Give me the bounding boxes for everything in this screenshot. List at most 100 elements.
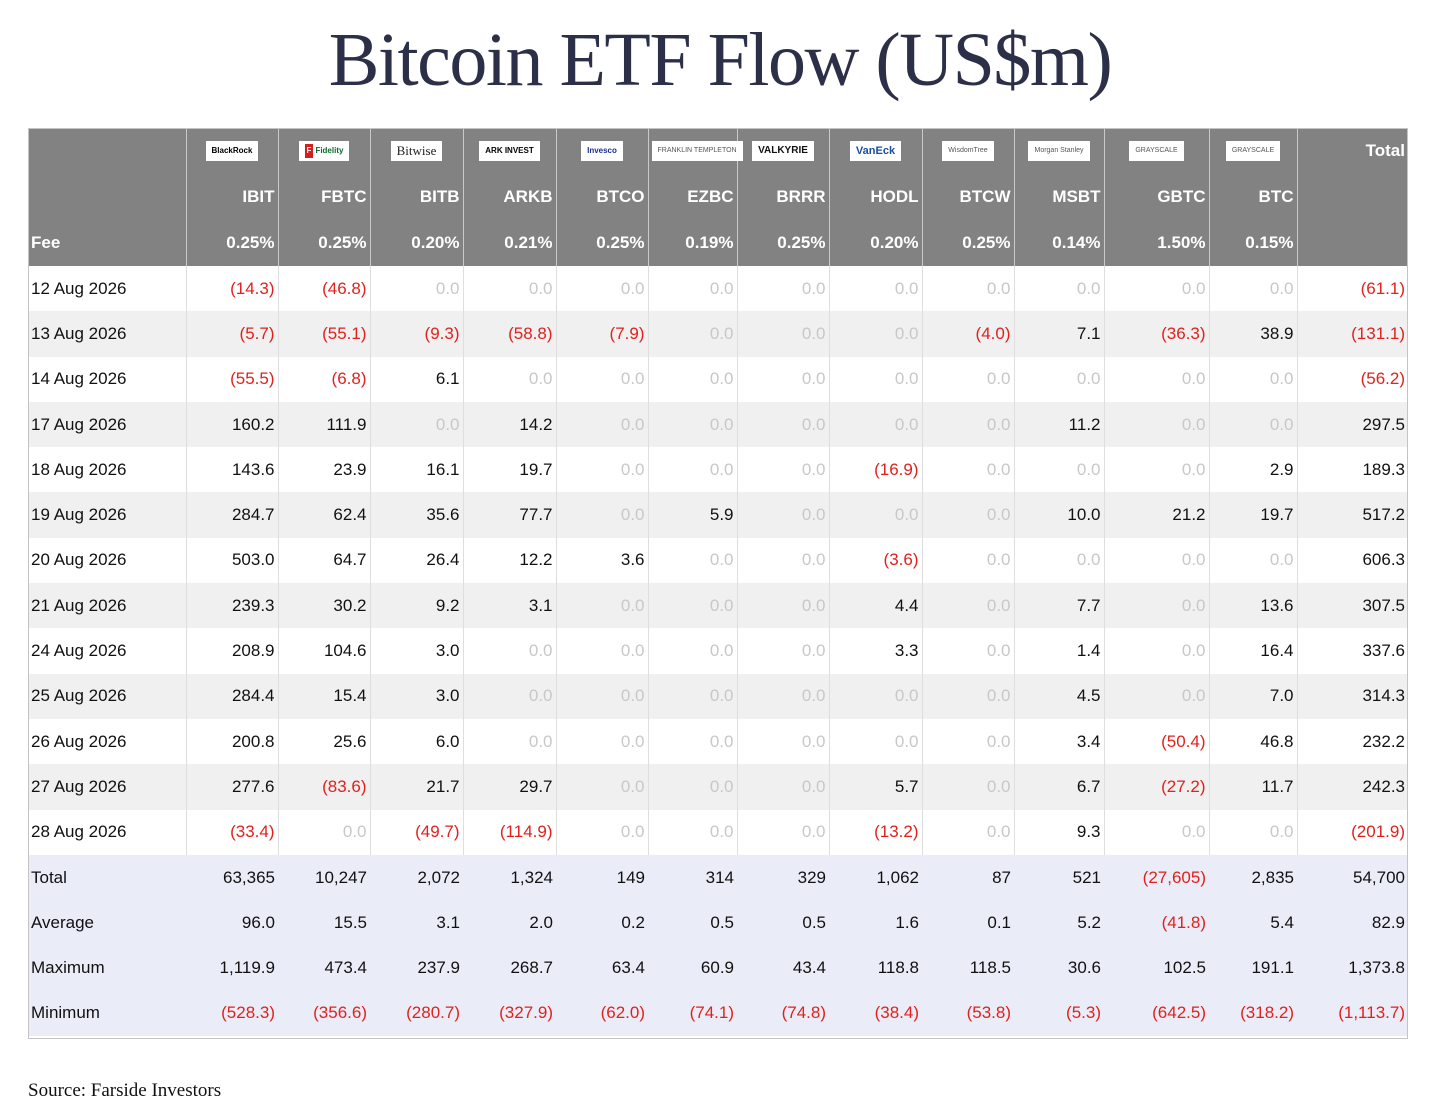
flow-cell: 19.7 (1209, 492, 1298, 538)
morgan-stanley-logo: Morgan Stanley (1028, 141, 1090, 162)
flow-cell: 13.6 (1209, 583, 1298, 629)
flow-cell: (38.4) (829, 990, 922, 1037)
fee-value: 0.15% (1209, 220, 1298, 266)
flow-cell: (55.5) (186, 356, 279, 402)
flow-cell: (33.4) (186, 809, 279, 855)
flow-cell: 0.0 (648, 311, 738, 357)
flow-cell: 12.2 (463, 537, 557, 584)
flow-cell: (327.9) (463, 990, 556, 1037)
flow-cell: 0.0 (1209, 266, 1298, 312)
blackrock-logo-cell: BlackRock (186, 128, 279, 174)
flow-cell: 268.7 (463, 945, 556, 991)
flow-cell: 11.7 (1209, 764, 1298, 810)
flow-cell: 46.8 (1209, 718, 1298, 765)
flow-cell: (5.3) (1014, 990, 1104, 1037)
table-body: 12 Aug 2026 (14.3) (46.8) 0.0 0.0 0.0 0.0 0.0 0.… (28, 266, 1408, 1037)
flow-cell: 29.7 (463, 764, 557, 810)
date-cell: 13 Aug 2026 (28, 311, 187, 357)
date-cell: 14 Aug 2026 (28, 356, 187, 402)
date-cell: 28 Aug 2026 (28, 809, 187, 855)
table-row: 26 Aug 2026 200.8 25.6 6.0 0.0 0.0 0.0 0.0 0.0 0.… (28, 718, 1408, 765)
fee-value: 0.25% (922, 220, 1015, 266)
fee-value: 1.50% (1104, 220, 1210, 266)
flow-cell: 0.1 (922, 900, 1014, 946)
ticker-header: ARKB (463, 174, 557, 220)
flow-cell: 0.0 (648, 628, 738, 674)
ticker-header: MSBT (1014, 174, 1105, 220)
flow-cell: 0.0 (556, 266, 649, 312)
flow-cell: 0.0 (737, 628, 830, 674)
flow-cell: 0.0 (829, 266, 923, 312)
flow-cell: 0.0 (1104, 447, 1210, 493)
grayscale-logo: GRAYSCALE (1225, 141, 1281, 162)
flow-cell: 0.0 (463, 266, 557, 312)
flow-cell: 0.0 (556, 356, 649, 402)
flow-cell: 473.4 (278, 945, 370, 991)
flow-cell: 16.1 (370, 447, 464, 493)
source-note: Source: Farside Investors (28, 1080, 222, 1101)
flow-cell: (280.7) (370, 990, 463, 1037)
flow-cell: 2.9 (1209, 447, 1298, 493)
total-cell: (1,113.7) (1297, 990, 1408, 1037)
flow-cell: 0.0 (1014, 537, 1105, 584)
date-cell: 24 Aug 2026 (28, 628, 187, 674)
fee-value: 0.25% (186, 220, 279, 266)
total-cell: 242.3 (1297, 764, 1408, 810)
flow-cell: 503.0 (186, 537, 279, 584)
flow-cell: 3.0 (370, 628, 464, 674)
flow-cell: 9.2 (370, 583, 464, 629)
flow-cell: 0.0 (829, 356, 923, 402)
flow-cell: 0.0 (829, 492, 923, 538)
flow-cell: (13.2) (829, 809, 923, 855)
flow-cell: 0.0 (1104, 401, 1210, 448)
grayscale-logo: GRAYSCALE (1129, 141, 1184, 162)
flow-cell: 11.2 (1014, 401, 1105, 448)
total-cell: 82.9 (1297, 900, 1408, 946)
flow-cell: 0.0 (737, 401, 830, 448)
flow-cell: 0.0 (922, 628, 1015, 674)
ticker-header: BTCW (922, 174, 1015, 220)
flow-cell: (114.9) (463, 809, 557, 855)
flow-cell: 237.9 (370, 945, 463, 991)
fee-value: 0.21% (463, 220, 557, 266)
flow-cell: 0.0 (737, 447, 830, 493)
flow-cell: 160.2 (186, 401, 279, 448)
flow-cell: 0.0 (556, 401, 649, 448)
flow-cell: (50.4) (1104, 718, 1210, 765)
flow-cell: 284.4 (186, 673, 279, 719)
flow-cell: 62.4 (278, 492, 371, 538)
wisdomtree-logo: WisdomTree (942, 141, 994, 162)
total-cell: 337.6 (1297, 628, 1408, 674)
fee-label: Fee (28, 220, 187, 266)
ticker-header: EZBC (648, 174, 738, 220)
flow-cell: 10,247 (278, 854, 370, 901)
flow-cell: 0.0 (1104, 628, 1210, 674)
table-row: 20 Aug 2026 503.0 64.7 26.4 12.2 3.6 0.0 0.0 (3.… (28, 537, 1408, 584)
flow-cell: 0.0 (648, 447, 738, 493)
vaneck-logo-cell: VanEck (829, 128, 923, 174)
flow-cell: 1,119.9 (186, 945, 278, 991)
summary-row: Maximum 1,119.9 473.4 237.9 268.7 63.4 60.9 43.… (28, 945, 1408, 991)
flow-cell: 26.4 (370, 537, 464, 584)
ark-invest-logo: ARK INVEST (479, 141, 540, 162)
etf-flow-table: BlackRock F Fidelity Bitwise ARK INVEST I… (28, 128, 1408, 1037)
total-cell: 307.5 (1297, 583, 1408, 629)
flow-cell: 35.6 (370, 492, 464, 538)
fee-value: 0.19% (648, 220, 738, 266)
total-cell: 314.3 (1297, 673, 1408, 719)
flow-cell: 0.0 (1209, 809, 1298, 855)
valkyrie-logo: VALKYRIE (752, 141, 814, 162)
table-row: 24 Aug 2026 208.9 104.6 3.0 0.0 0.0 0.0 0.0 3.3 0… (28, 628, 1408, 674)
flow-cell: (27,605) (1104, 854, 1209, 901)
table-row: 28 Aug 2026 (33.4) 0.0 (49.7) (114.9) 0.0 0.0 0… (28, 809, 1408, 855)
flow-cell: 0.0 (922, 809, 1015, 855)
franklin-logo-cell: FRANKLIN TEMPLETON (648, 128, 743, 174)
morgan-stanley-logo-cell: Morgan Stanley (1014, 128, 1105, 174)
total-cell: 189.3 (1297, 447, 1408, 493)
total-cell: (131.1) (1297, 311, 1408, 357)
flow-cell: 0.0 (370, 266, 464, 312)
grayscale-gbtc-logo-cell: GRAYSCALE (1104, 128, 1210, 174)
ticker-row: IBIT FBTC BITB ARKB BTCO EZBC BRRR HODL BTCW MSBT… (28, 174, 1408, 220)
flow-cell: 0.0 (1209, 356, 1298, 402)
flow-cell: 7.0 (1209, 673, 1298, 719)
